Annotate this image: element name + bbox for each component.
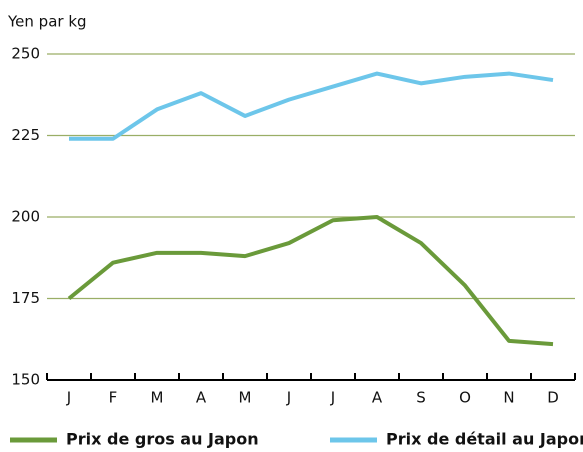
x-tick-label: J [66,389,71,407]
x-tick-label: J [286,389,291,407]
x-tick-label: A [372,389,383,407]
x-tick-label: M [239,389,252,407]
y-axis-label: Yen par kg [7,13,87,31]
series-line [67,215,554,347]
y-tick-label: 175 [11,289,40,307]
legend-label: Prix de détail au Japon [386,430,583,449]
y-tick-label: 250 [11,45,40,63]
x-tick-label: D [547,389,559,407]
series-line [69,71,554,141]
x-tick-label: M [151,389,164,407]
y-tick-label: 150 [11,371,40,389]
x-tick-label: F [109,389,118,407]
x-tick-label: J [330,389,335,407]
y-tick-label: 225 [11,126,40,144]
x-tick-label: S [416,389,426,407]
x-tick-label: O [459,389,471,407]
x-tick-label: A [196,389,207,407]
y-tick-label: 200 [11,208,40,226]
x-tick-label: N [503,389,514,407]
legend-label: Prix de gros au Japon [66,430,259,449]
